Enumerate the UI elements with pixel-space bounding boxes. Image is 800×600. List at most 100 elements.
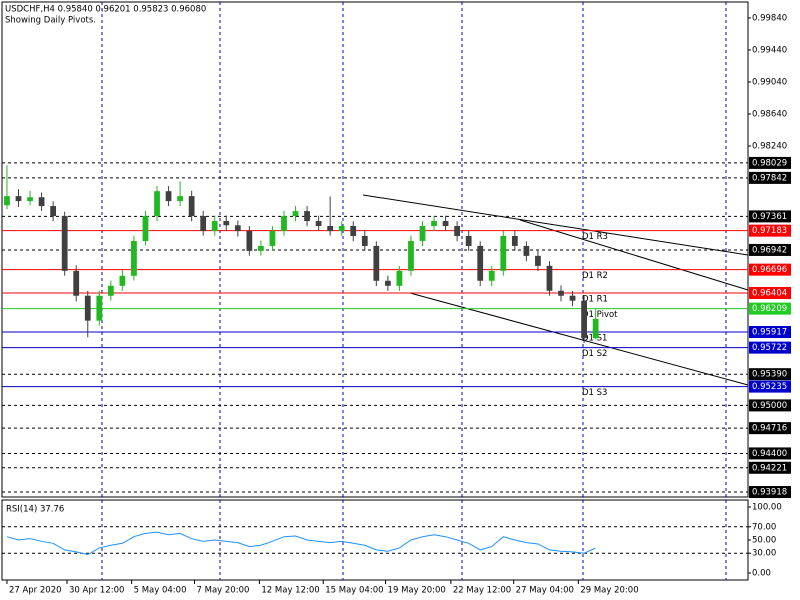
candle-body bbox=[442, 221, 449, 227]
y-tick-label: 0.99840 bbox=[752, 13, 787, 23]
level-label: 0.94221 bbox=[752, 463, 787, 473]
y-tick-label: 0.98640 bbox=[752, 110, 787, 120]
trendline bbox=[519, 219, 749, 291]
candle-body bbox=[408, 240, 414, 271]
candle-body bbox=[15, 196, 22, 202]
candle-body bbox=[396, 270, 403, 286]
candle-body bbox=[338, 226, 345, 231]
pivot-label: 0.95722 bbox=[752, 343, 787, 353]
candle-body bbox=[4, 196, 10, 206]
pivot-label-box bbox=[749, 302, 791, 315]
x-tick-label: 22 May 12:00 bbox=[453, 586, 511, 596]
rsi-tick-label: 30.00 bbox=[752, 549, 776, 559]
candle-body bbox=[234, 225, 241, 231]
x-tick-label: 15 May 04:00 bbox=[325, 586, 383, 596]
pivot-name: D1 Pivot bbox=[582, 310, 618, 320]
day-separators bbox=[101, 2, 727, 580]
candle-body bbox=[315, 221, 322, 227]
candle-body bbox=[177, 196, 183, 202]
candle-body bbox=[107, 285, 114, 296]
level-label: 0.98029 bbox=[752, 158, 787, 168]
pivot-label-box bbox=[749, 287, 791, 300]
pivot-name: D1 S1 bbox=[582, 334, 607, 344]
candle-body bbox=[454, 226, 461, 237]
candle-body bbox=[350, 226, 357, 237]
candle-body bbox=[569, 295, 576, 301]
candle-body bbox=[373, 245, 380, 281]
pivot-name: D1 R2 bbox=[582, 271, 608, 281]
candle-body bbox=[558, 290, 564, 296]
candle-body bbox=[38, 197, 45, 207]
pivot-label: 0.97183 bbox=[752, 226, 787, 236]
candle-body bbox=[73, 270, 80, 296]
pivot-label-box bbox=[749, 380, 791, 393]
rsi-tick-label: 50.00 bbox=[752, 536, 776, 546]
candle-body bbox=[61, 216, 68, 271]
level-label: 0.96942 bbox=[752, 245, 787, 255]
y-tick-label: 0.99040 bbox=[752, 77, 787, 87]
x-tick-label: 7 May 20:00 bbox=[197, 586, 250, 596]
level-label-box bbox=[749, 486, 791, 499]
candle-body bbox=[200, 216, 207, 231]
level-label-box bbox=[749, 210, 791, 223]
candle-body bbox=[165, 191, 172, 202]
pivot-label-box bbox=[749, 224, 791, 237]
y-tick-label: 0.98240 bbox=[752, 142, 787, 152]
x-tick-label: 27 Apr 2020 bbox=[9, 586, 62, 596]
level-label-box bbox=[749, 461, 791, 474]
candle-body bbox=[465, 236, 472, 246]
candle-body bbox=[50, 206, 57, 217]
rsi-tick-label: 70.00 bbox=[752, 522, 776, 532]
y-tick-label: 0.99440 bbox=[752, 45, 787, 55]
level-label: 0.97361 bbox=[752, 212, 787, 222]
level-label-box bbox=[749, 171, 791, 184]
trendline bbox=[362, 194, 749, 256]
pivot-label: 0.95235 bbox=[752, 382, 787, 392]
level-label: 0.95390 bbox=[752, 370, 787, 380]
level-label-box bbox=[749, 243, 791, 256]
candle-body bbox=[511, 236, 518, 246]
rsi-tick-label: 0.00 bbox=[752, 569, 771, 579]
candle-body bbox=[361, 236, 368, 246]
candle-body bbox=[119, 275, 126, 286]
level-label-box bbox=[749, 447, 791, 460]
pivot-name: D1 R3 bbox=[582, 232, 608, 242]
candle-body bbox=[523, 245, 530, 256]
chart-title: USDCHF,H4 0.95840 0.96201 0.95823 0.9608… bbox=[5, 5, 206, 15]
x-tick-label: 30 Apr 12:00 bbox=[69, 586, 124, 596]
candle-body bbox=[581, 300, 587, 339]
candle-body bbox=[269, 230, 276, 246]
candle-body bbox=[258, 245, 264, 251]
candle-body bbox=[84, 295, 91, 321]
candle-body bbox=[292, 211, 299, 217]
level-label: 0.93918 bbox=[752, 488, 787, 498]
pivot-label-box bbox=[749, 341, 791, 354]
level-label-box bbox=[749, 422, 791, 435]
candle-body bbox=[27, 197, 33, 202]
rsi-line bbox=[6, 531, 596, 556]
candle-body bbox=[592, 318, 599, 339]
rsi-tick-label: 100.00 bbox=[752, 502, 782, 512]
x-tick-label: 19 May 20:00 bbox=[388, 586, 446, 596]
candle-body bbox=[246, 230, 253, 251]
level-label-box bbox=[749, 399, 791, 412]
candle-body bbox=[327, 226, 334, 231]
candle-body bbox=[154, 191, 160, 217]
pivot-label: 0.95917 bbox=[752, 328, 787, 338]
pivot-label-box bbox=[749, 326, 791, 338]
candle-body bbox=[500, 236, 507, 271]
candle-body bbox=[477, 245, 484, 281]
rsi-title: RSI(14) 37.76 bbox=[6, 505, 64, 515]
pivot-label: 0.96696 bbox=[752, 265, 787, 275]
x-tick-label: 5 May 04:00 bbox=[134, 586, 187, 596]
pivot-label: 0.96404 bbox=[752, 289, 787, 299]
candle-body bbox=[142, 216, 149, 241]
candle-body bbox=[281, 216, 287, 231]
pivot-name: D1 R1 bbox=[582, 295, 608, 305]
candle-body bbox=[535, 255, 541, 266]
candle-body bbox=[211, 221, 218, 231]
level-label-box bbox=[749, 368, 791, 381]
candle-body bbox=[431, 221, 437, 227]
